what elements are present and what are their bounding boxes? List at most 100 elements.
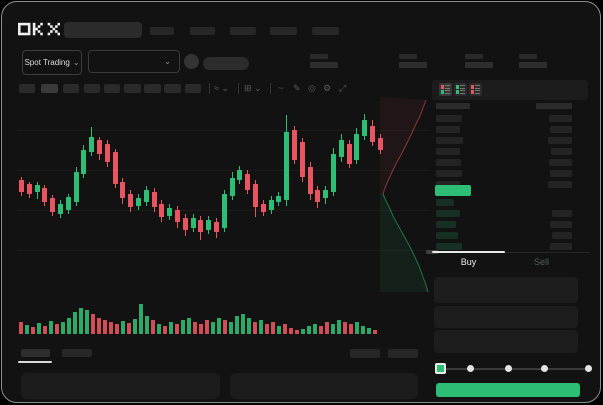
- nav-item-2[interactable]: [230, 27, 256, 35]
- ask-row-amount[interactable]: [548, 181, 572, 188]
- volume-bar: [199, 324, 203, 334]
- timeframe-button-3[interactable]: [84, 84, 100, 93]
- search-input[interactable]: [64, 22, 142, 38]
- volume-bar: [205, 320, 209, 334]
- ask-row-amount[interactable]: [551, 148, 572, 155]
- bid-row-amount[interactable]: [552, 232, 572, 239]
- slider-step-dot[interactable]: [467, 365, 474, 372]
- slider-handle[interactable]: [435, 363, 446, 374]
- order-form-field-1[interactable]: [434, 306, 578, 328]
- bid-row-amount[interactable]: [550, 243, 572, 250]
- timeframe-button-7[interactable]: [164, 84, 181, 93]
- candle: [323, 190, 329, 198]
- slider-step-dot[interactable]: [585, 365, 592, 372]
- volume-bar: [55, 324, 59, 334]
- candle: [370, 126, 375, 142]
- bid-row-price[interactable]: [436, 210, 460, 217]
- volume-bar: [109, 322, 113, 334]
- bottom-action-button-0[interactable]: [350, 349, 380, 358]
- tab-buy[interactable]: Buy: [460, 257, 477, 267]
- timeframe-button-2[interactable]: [63, 84, 79, 93]
- volume-bar: [313, 324, 317, 334]
- nav-item-4[interactable]: [312, 27, 339, 35]
- tab-sell[interactable]: Sell: [533, 257, 549, 267]
- ask-row-price[interactable]: [436, 148, 460, 155]
- bid-row-amount[interactable]: [550, 221, 572, 228]
- bottom-tab-1[interactable]: [62, 349, 92, 357]
- volume-bar: [349, 324, 353, 334]
- ask-row-price[interactable]: [436, 159, 461, 166]
- wave-line-icon[interactable]: ~: [278, 83, 284, 93]
- chart-gridline: [17, 250, 430, 251]
- candle: [253, 184, 258, 207]
- buy-submit-button[interactable]: [436, 383, 580, 397]
- avatar[interactable]: [184, 54, 199, 69]
- ask-row-price[interactable]: [436, 115, 462, 122]
- fullscreen-icon[interactable]: ⤢: [339, 83, 347, 93]
- bottom-tab-0[interactable]: [21, 349, 50, 357]
- volume-bar: [307, 326, 311, 334]
- volume-bar: [235, 316, 239, 334]
- volume-bar: [361, 326, 365, 334]
- amount-slider[interactable]: [442, 368, 588, 370]
- timeframe-button-0[interactable]: [19, 84, 35, 93]
- ask-row-price[interactable]: [436, 170, 462, 177]
- candle: [81, 150, 87, 174]
- bid-row-amount[interactable]: [552, 210, 572, 217]
- market-type-dropdown[interactable]: Spot Trading ⌄: [22, 50, 82, 75]
- ask-row-amount[interactable]: [550, 170, 572, 177]
- volume-bar: [289, 328, 293, 334]
- bid-row-price[interactable]: [436, 199, 454, 206]
- ask-row-amount[interactable]: [549, 115, 572, 122]
- wallet-pill-button[interactable]: [203, 57, 249, 70]
- slider-step-dot[interactable]: [505, 365, 512, 372]
- candle: [58, 204, 63, 214]
- indicator-icon[interactable]: ≈ ⌄: [214, 83, 229, 93]
- settings-gear-icon[interactable]: ⚙: [323, 83, 332, 93]
- stat-label-0: [310, 54, 328, 59]
- nav-item-1[interactable]: [190, 27, 215, 35]
- ask-row-price[interactable]: [436, 181, 460, 188]
- layout-grid-icon[interactable]: ⊞ ⌄: [244, 83, 262, 93]
- volume-bar: [367, 328, 371, 334]
- ask-row-price[interactable]: [436, 137, 463, 144]
- bottom-action-button-1[interactable]: [388, 349, 418, 358]
- candle: [159, 204, 165, 217]
- orderbook-toolbar: [432, 80, 588, 100]
- pair-dropdown[interactable]: ⌄: [88, 50, 180, 73]
- ask-row-amount[interactable]: [550, 126, 572, 133]
- ask-row-amount[interactable]: [548, 137, 572, 144]
- book-both-icon[interactable]: [439, 83, 452, 96]
- timeframe-button-8[interactable]: [185, 84, 201, 93]
- volume-bar: [331, 324, 335, 334]
- order-form-field-0[interactable]: [434, 277, 578, 303]
- ask-row-price[interactable]: [436, 126, 460, 133]
- timeframe-button-6[interactable]: [144, 84, 161, 93]
- ask-row-amount[interactable]: [549, 159, 572, 166]
- candle: [167, 208, 173, 216]
- candle: [260, 204, 266, 212]
- volume-bar: [265, 324, 269, 334]
- slider-step-dot[interactable]: [541, 365, 548, 372]
- book-bids-icon[interactable]: [454, 83, 467, 96]
- camera-icon[interactable]: ◎: [308, 83, 316, 93]
- timeframe-button-5[interactable]: [124, 84, 141, 93]
- volume-bar: [325, 322, 329, 334]
- stat-label-3: [519, 54, 537, 59]
- bid-row-price[interactable]: [436, 221, 456, 228]
- draw-pencil-icon[interactable]: ✎: [293, 83, 301, 93]
- candle: [26, 184, 32, 194]
- book-asks-icon[interactable]: [469, 83, 482, 96]
- bid-row-price[interactable]: [436, 232, 458, 239]
- bid-row-price[interactable]: [436, 243, 462, 250]
- candle: [331, 154, 336, 192]
- nav-item-3[interactable]: [270, 27, 297, 35]
- candle: [299, 142, 305, 177]
- timeframe-button-4[interactable]: [104, 84, 120, 93]
- timeframe-button-1[interactable]: [41, 84, 58, 93]
- nav-item-0[interactable]: [150, 27, 174, 35]
- order-form-field-2[interactable]: [434, 330, 578, 353]
- volume-bar: [115, 324, 119, 334]
- volume-bar: [259, 320, 263, 334]
- tab-divider: [432, 252, 590, 253]
